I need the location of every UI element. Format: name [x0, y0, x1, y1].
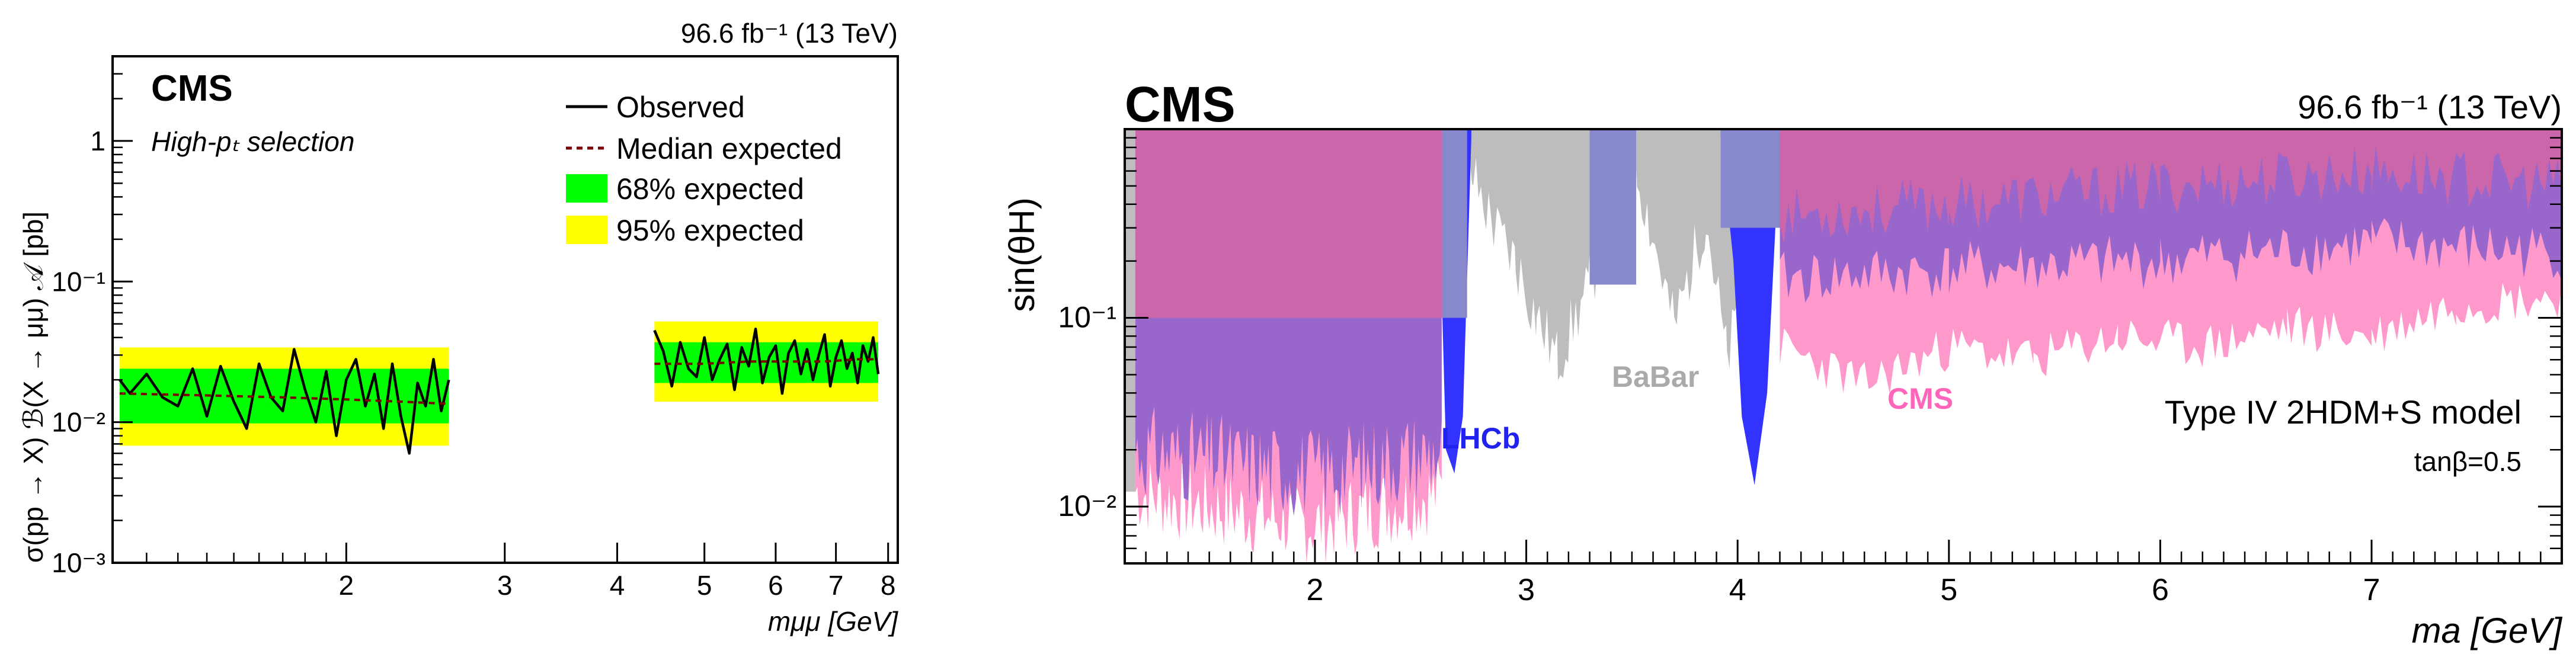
- right-x-tick-label: 3: [1518, 573, 1535, 607]
- cms-region-label: CMS: [1887, 382, 1953, 415]
- babar-left-sliver: [1125, 129, 1135, 492]
- right-panel: 10⁻² 10⁻¹ 2 3 4 5 6 7 CMS 96.6 fb⁻¹ (13 TeV) LH…: [1002, 76, 2563, 650]
- legend-95-swatch: [566, 216, 607, 244]
- right-x-tick-label: 2: [1306, 573, 1323, 607]
- expected-line-2: [119, 392, 449, 405]
- left-y-tick-label: 10⁻¹: [52, 266, 105, 297]
- legend-68-label: 68% expected: [616, 172, 804, 206]
- left-y-tick-label: 10⁻²: [52, 407, 105, 438]
- left-x-tick-label: 6: [768, 570, 783, 601]
- right-x-tick-label: 4: [1729, 573, 1746, 607]
- left-legend: Observed Median expected 68% expected 95…: [566, 91, 842, 247]
- right-y-axis-label: sin(θH): [1002, 197, 1042, 312]
- left-x-tick-label: 4: [610, 570, 625, 601]
- observed-line-0: [119, 348, 450, 455]
- cms-babar-overlap-low: [1135, 129, 1442, 318]
- left-cms-label: CMS: [151, 68, 233, 109]
- model-label: Type IV 2HDM+S model: [2165, 393, 2521, 431]
- lhcb-window-a: [1441, 129, 1467, 318]
- legend-95-label: 95% expected: [616, 214, 804, 247]
- left-ticks-layer: 10⁻³ 10⁻² 10⁻¹ 1 2 3 4 5 6 7 8: [52, 55, 896, 601]
- legend-expected-label: Median expected: [616, 132, 842, 165]
- right-areas-layer: [1125, 129, 2562, 563]
- left-x-axis-label: mμμ [GeV]: [768, 606, 898, 637]
- right-ticks-layer: 10⁻² 10⁻¹ 2 3 4 5 6 7: [1058, 137, 2563, 607]
- expected-line-3: [654, 358, 878, 366]
- left-panel: 10⁻³10⁻²10⁻¹12 3 4 5 6 7 8 96.6 fb⁻¹ (13 TeV) …: [18, 18, 899, 637]
- babar-region-label: BaBar: [1612, 360, 1699, 393]
- right-cms-label: CMS: [1125, 76, 1236, 132]
- left-x-tick-label: 3: [497, 570, 513, 601]
- lhcb-window-c: [1720, 129, 1780, 228]
- right-x-axis-label: ma [GeV]: [2412, 611, 2563, 650]
- left-y-tick-label: 1: [90, 126, 105, 156]
- lhcb-window-b: [1589, 129, 1637, 285]
- left-y-axis-label: σ(pp → X) ℬ(X → μμ) 𝒜 [pb]: [18, 211, 49, 563]
- tanbeta-label: tanβ=0.5: [2414, 446, 2521, 477]
- left-lumi-label: 96.6 fb⁻¹ (13 TeV): [681, 18, 898, 49]
- left-x-tick-label: 5: [697, 570, 712, 601]
- lhcb-region-label: LHCb: [1441, 422, 1520, 455]
- observed-line-1: [653, 328, 880, 395]
- right-y-tick-label: 10⁻¹: [1058, 301, 1116, 334]
- left-y-tick-label: 10⁻³: [52, 547, 105, 578]
- legend-68-swatch: [566, 174, 607, 203]
- left-bands-layer: [119, 321, 879, 446]
- cms-babar-overlap-high: [1780, 129, 2562, 243]
- right-y-tick-label: 10⁻²: [1058, 489, 1116, 522]
- left-x-tick-label: 8: [881, 570, 896, 601]
- right-x-tick-label: 6: [2152, 573, 2169, 607]
- right-x-tick-label: 5: [1940, 573, 1957, 607]
- left-x-tick-label: 2: [339, 570, 354, 601]
- right-x-tick-label: 7: [2363, 573, 2380, 607]
- right-lumi-label: 96.6 fb⁻¹ (13 TeV): [2297, 88, 2562, 126]
- legend-observed-label: Observed: [616, 91, 745, 124]
- left-lines-layer: [119, 328, 880, 455]
- left-selection-label: High-pₜ selection: [151, 126, 354, 157]
- left-x-tick-label: 7: [828, 570, 844, 601]
